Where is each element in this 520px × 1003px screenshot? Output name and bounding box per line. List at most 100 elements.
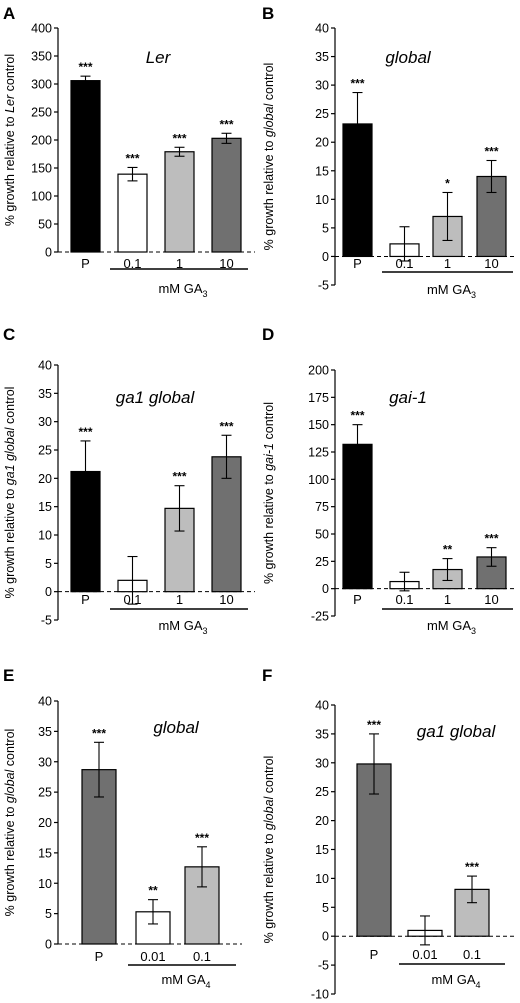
y-tick-label: 75 bbox=[315, 500, 329, 514]
panel-title-part: ga1 global bbox=[116, 388, 196, 407]
y-tick-label: 20 bbox=[315, 814, 329, 828]
panel-d: D -25 0 25 50 75 100 125 150 175 200 % growth relat… bbox=[262, 325, 516, 636]
y-tick-label: 300 bbox=[31, 78, 52, 92]
significance-label: *** bbox=[92, 726, 106, 740]
y-tick-label: -5 bbox=[318, 959, 329, 973]
category-label: P bbox=[353, 256, 362, 271]
bar bbox=[70, 80, 101, 253]
category-label: P bbox=[81, 592, 90, 607]
y-tick-label: 30 bbox=[315, 756, 329, 770]
y-tick-label: 50 bbox=[38, 218, 52, 232]
category-label: P bbox=[81, 256, 90, 271]
y-tick-label: 30 bbox=[315, 79, 329, 93]
treatment-label: mM GA3 bbox=[427, 618, 476, 636]
bar bbox=[164, 151, 195, 253]
y-tick-label: 30 bbox=[38, 415, 52, 429]
y-axis-label-part: control bbox=[3, 54, 17, 95]
y-tick-label: 400 bbox=[31, 22, 52, 36]
panel-title-part: global bbox=[385, 48, 432, 67]
panel-a: A 0 50 100 150 200 250 300 350 400 % growth relati… bbox=[3, 4, 255, 299]
y-tick-label: -25 bbox=[311, 610, 329, 624]
significance-label: *** bbox=[484, 532, 498, 546]
panel-title: global bbox=[153, 718, 200, 737]
category-label: P bbox=[353, 592, 362, 607]
panel-title: ga1 global bbox=[116, 388, 196, 407]
significance-label: *** bbox=[484, 144, 498, 158]
y-axis-label-part: control bbox=[3, 387, 17, 428]
category-label: 0.1 bbox=[395, 592, 413, 607]
category-label: 10 bbox=[484, 592, 498, 607]
y-tick-label: 40 bbox=[38, 359, 52, 373]
panel-letter: C bbox=[3, 325, 15, 344]
y-tick-label: 50 bbox=[315, 528, 329, 542]
y-tick-label: 100 bbox=[31, 190, 52, 204]
panel-title-part: er bbox=[155, 48, 171, 67]
y-axis-label: % growth relative to global control bbox=[262, 756, 276, 944]
treatment-label-text: mM GA bbox=[431, 972, 475, 987]
significance-label: *** bbox=[78, 60, 92, 74]
y-tick-label: 15 bbox=[38, 846, 52, 860]
y-tick-label: 350 bbox=[31, 50, 52, 64]
significance-label: *** bbox=[219, 419, 233, 433]
y-tick-label: 35 bbox=[38, 725, 52, 739]
significance-label: *** bbox=[125, 151, 139, 165]
y-tick-label: 10 bbox=[315, 872, 329, 886]
y-tick-label: 200 bbox=[31, 134, 52, 148]
y-axis-label-part: control bbox=[3, 729, 17, 770]
category-label: 10 bbox=[484, 256, 498, 271]
category-label: 10 bbox=[219, 256, 233, 271]
treatment-label-subscript: 4 bbox=[476, 980, 481, 990]
y-tick-label: 20 bbox=[315, 136, 329, 150]
panel-letter: E bbox=[3, 666, 14, 685]
treatment-label-subscript: 3 bbox=[203, 626, 208, 636]
y-axis-label-part: % growth relative to bbox=[3, 803, 17, 916]
significance-label: *** bbox=[350, 77, 364, 91]
y-tick-label: 175 bbox=[308, 391, 329, 405]
panel-title-part: global bbox=[153, 718, 200, 737]
category-label: 0.1 bbox=[463, 947, 481, 962]
category-label: P bbox=[370, 947, 379, 962]
panel-title-part: gai-1 bbox=[389, 388, 427, 407]
treatment-label-text: mM GA bbox=[161, 972, 205, 987]
category-label: P bbox=[95, 949, 104, 964]
panel-b: B -5 0 5 10 15 20 25 30 35 40 % growth relative to … bbox=[262, 4, 516, 300]
y-axis-label-part: control bbox=[262, 756, 276, 797]
y-tick-label: 100 bbox=[308, 473, 329, 487]
panel-f: F -10 -5 0 5 10 15 20 25 30 35 40 % growth relative … bbox=[262, 666, 514, 1002]
significance-label: *** bbox=[172, 131, 186, 145]
treatment-label: mM GA3 bbox=[427, 282, 476, 300]
panel-title-part: L bbox=[146, 48, 155, 67]
y-tick-label: 0 bbox=[322, 250, 329, 264]
category-label: 1 bbox=[176, 592, 183, 607]
significance-label: *** bbox=[350, 409, 364, 423]
panel-letter: D bbox=[262, 325, 274, 344]
panel-title: global bbox=[385, 48, 432, 67]
category-label: 1 bbox=[444, 592, 451, 607]
treatment-label-text: mM GA bbox=[158, 618, 202, 633]
panel-letter: A bbox=[3, 4, 15, 23]
bar bbox=[342, 443, 373, 590]
y-tick-label: 15 bbox=[315, 164, 329, 178]
y-tick-label: 25 bbox=[315, 555, 329, 569]
category-label: 0.1 bbox=[123, 256, 141, 271]
treatment-label-text: mM GA bbox=[427, 618, 471, 633]
y-axis-label-part: global bbox=[3, 768, 17, 803]
significance-label: *** bbox=[367, 718, 381, 732]
y-axis-label-part: control bbox=[262, 402, 276, 443]
y-tick-label: 40 bbox=[38, 695, 52, 709]
y-tick-label: 5 bbox=[45, 557, 52, 571]
y-tick-label: -10 bbox=[311, 988, 329, 1002]
significance-label: *** bbox=[195, 831, 209, 845]
y-tick-label: 150 bbox=[308, 418, 329, 432]
y-tick-label: 15 bbox=[38, 500, 52, 514]
y-tick-label: 0 bbox=[45, 585, 52, 599]
category-label: 10 bbox=[219, 592, 233, 607]
category-label: 0.1 bbox=[123, 592, 141, 607]
treatment-label-subscript: 3 bbox=[471, 626, 476, 636]
y-tick-label: 0 bbox=[45, 246, 52, 260]
significance-label: * bbox=[445, 176, 450, 190]
y-tick-label: 10 bbox=[38, 529, 52, 543]
treatment-label-text: mM GA bbox=[158, 281, 202, 296]
